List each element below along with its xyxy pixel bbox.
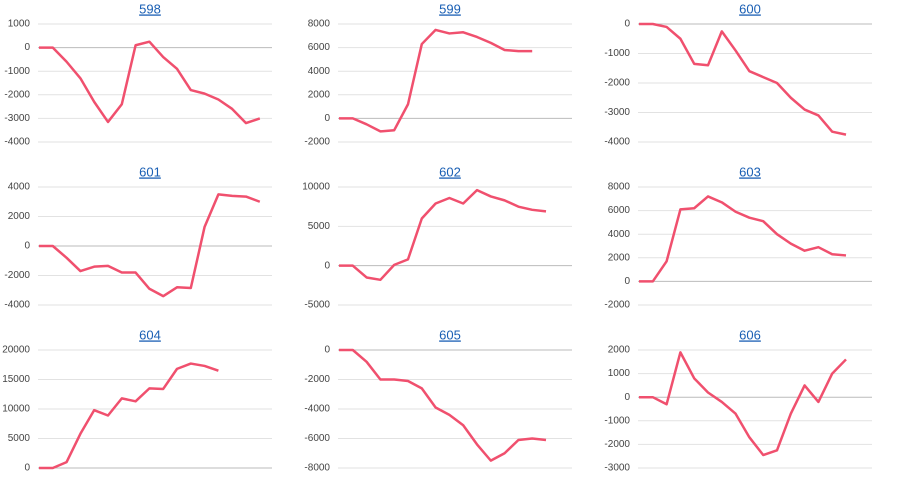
y-tick-label: -3000 xyxy=(4,113,30,124)
y-tick-label: -8000 xyxy=(304,463,330,474)
y-tick-label: 10000 xyxy=(2,404,30,415)
y-tick-label: 2000 xyxy=(608,345,631,356)
y-tick-label: 15000 xyxy=(2,374,30,385)
y-tick-label: -4000 xyxy=(4,137,30,148)
y-tick-label: -3000 xyxy=(604,463,630,474)
y-tick-label: -1000 xyxy=(604,48,630,59)
data-line xyxy=(39,40,261,125)
y-tick-label: 0 xyxy=(24,42,30,53)
y-tick-label: -3000 xyxy=(604,107,630,118)
y-tick-label: -1000 xyxy=(4,66,30,77)
y-tick-label: -2000 xyxy=(4,89,30,100)
y-tick-label: 6000 xyxy=(608,205,631,216)
y-tick-label: -2000 xyxy=(304,137,330,148)
y-tick-label: 0 xyxy=(624,19,630,30)
y-tick-label: 5000 xyxy=(308,221,331,232)
y-tick-label: 2000 xyxy=(8,211,31,222)
y-tick-label: 8000 xyxy=(308,19,331,30)
y-tick-label: 10000 xyxy=(302,182,330,193)
y-tick-label: 0 xyxy=(324,113,330,124)
y-tick-label: 20000 xyxy=(2,345,30,356)
y-tick-label: 4000 xyxy=(608,229,631,240)
y-tick-label: -6000 xyxy=(304,433,330,444)
chart-title[interactable]: 603 xyxy=(739,164,761,179)
y-tick-label: 8000 xyxy=(608,182,631,193)
data-line xyxy=(339,28,533,133)
data-line xyxy=(339,188,547,282)
y-tick-label: -4000 xyxy=(304,404,330,415)
data-line xyxy=(639,351,847,457)
y-tick-label: 1000 xyxy=(8,19,31,30)
chart-title[interactable]: 599 xyxy=(439,1,461,16)
y-tick-label: 4000 xyxy=(8,182,31,193)
y-tick-label: 4000 xyxy=(308,66,331,77)
chart-title[interactable]: 600 xyxy=(739,1,761,16)
y-tick-label: 0 xyxy=(24,463,30,474)
y-tick-label: -5000 xyxy=(304,300,330,311)
y-tick-label: 0 xyxy=(24,241,30,252)
y-tick-label: 0 xyxy=(324,260,330,271)
y-tick-label: 2000 xyxy=(608,252,631,263)
y-tick-label: -2000 xyxy=(604,300,630,311)
y-tick-label: -2000 xyxy=(4,270,30,281)
y-tick-label: -4000 xyxy=(4,300,30,311)
y-tick-label: 1000 xyxy=(608,368,631,379)
y-tick-label: -2000 xyxy=(604,78,630,89)
data-line xyxy=(639,22,847,136)
chart-title[interactable]: 598 xyxy=(139,1,161,16)
chart-title[interactable]: 604 xyxy=(139,327,161,342)
data-line xyxy=(39,193,261,298)
y-tick-label: -2000 xyxy=(604,439,630,450)
data-line xyxy=(39,362,219,470)
chart-title[interactable]: 605 xyxy=(439,327,461,342)
y-tick-label: -4000 xyxy=(604,137,630,148)
y-tick-label: 0 xyxy=(624,392,630,403)
chart-title[interactable]: 606 xyxy=(739,327,761,342)
y-tick-label: 0 xyxy=(624,276,630,287)
chart-title[interactable]: 602 xyxy=(439,164,461,179)
y-tick-label: -2000 xyxy=(304,374,330,385)
data-line xyxy=(339,348,547,462)
y-tick-label: 0 xyxy=(324,345,330,356)
data-line xyxy=(639,195,847,283)
y-tick-label: 6000 xyxy=(308,42,331,53)
chart-title[interactable]: 601 xyxy=(139,164,161,179)
y-tick-label: 5000 xyxy=(8,433,31,444)
y-tick-label: -1000 xyxy=(604,415,630,426)
y-tick-label: 2000 xyxy=(308,89,331,100)
